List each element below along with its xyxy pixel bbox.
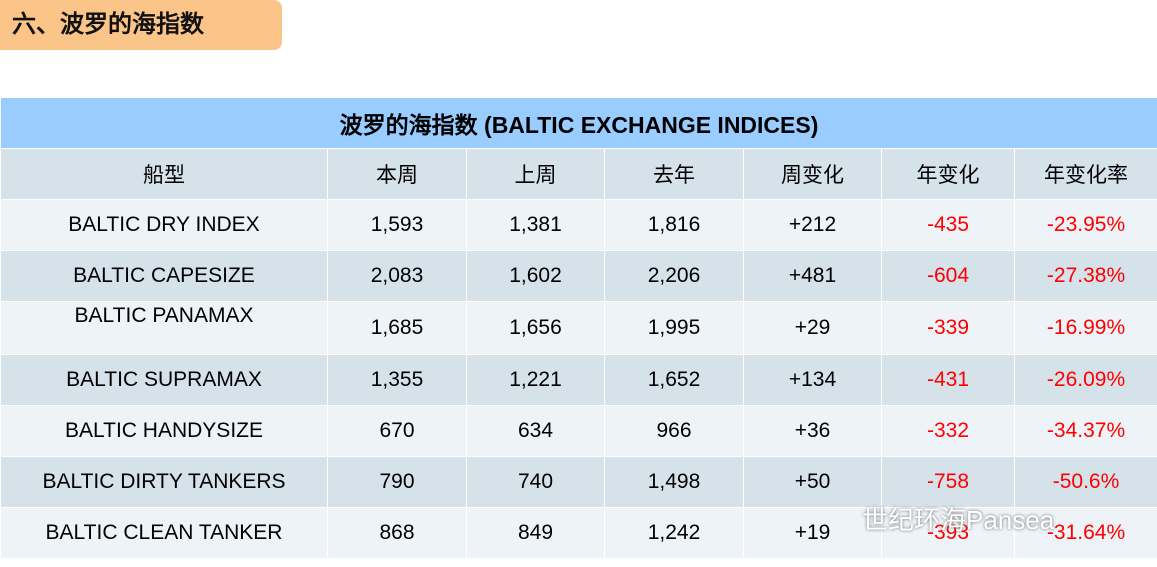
- table-cell: 1,221: [466, 354, 605, 406]
- header-row: 船型 本周 上周 去年 周变化 年变化 年变化率: [0, 148, 1157, 200]
- table-title: 波罗的海指数 (BALTIC EXCHANGE INDICES): [0, 97, 1157, 149]
- table-cell: BALTIC HANDYSIZE: [0, 405, 328, 457]
- table-cell: 1,593: [327, 199, 467, 251]
- table-cell: -34.37%: [1013, 405, 1157, 457]
- table-cell: +481: [743, 250, 882, 302]
- table-cell: 790: [327, 456, 467, 508]
- table-cell: +19: [743, 507, 882, 559]
- table-cell: -26.09%: [1013, 354, 1157, 406]
- table-cell: -31.64%: [1013, 507, 1157, 559]
- table-cell: 1,816: [604, 199, 744, 251]
- column-header: 船型: [0, 148, 328, 200]
- table-row: BALTIC SUPRAMAX 1,355 1,221 1,652 +134 -431 -2…: [0, 354, 1157, 406]
- table-row: BALTIC CAPESIZE 2,083 1,602 2,206 +481 -604 -2…: [0, 250, 1157, 302]
- table-cell: BALTIC DIRTY TANKERS: [0, 456, 328, 508]
- table-cell: 868: [327, 507, 467, 559]
- table-cell: +212: [743, 199, 882, 251]
- column-header: 年变化: [881, 148, 1015, 200]
- table-cell: +29: [743, 301, 882, 355]
- table-cell: -27.38%: [1013, 250, 1157, 302]
- table-cell: BALTIC SUPRAMAX: [0, 354, 328, 406]
- table-cell: 849: [466, 507, 605, 559]
- table-cell: 1,242: [604, 507, 744, 559]
- table-cell: BALTIC PANAMAX: [0, 301, 328, 355]
- table-cell: BALTIC DRY INDEX: [0, 199, 328, 251]
- watermark: 世纪环海Pansea: [862, 505, 1055, 535]
- table-cell: -758: [881, 456, 1015, 508]
- table-cell: 2,083: [327, 250, 467, 302]
- table-cell: 1,995: [604, 301, 744, 355]
- table-cell: 1,685: [327, 301, 467, 355]
- table-cell: -431: [881, 354, 1015, 406]
- table-cell: BALTIC CAPESIZE: [0, 250, 328, 302]
- table-cell: +134: [743, 354, 882, 406]
- table-cell: -604: [881, 250, 1015, 302]
- table-cell: 1,652: [604, 354, 744, 406]
- table-cell: 966: [604, 405, 744, 457]
- table-row: BALTIC CLEAN TANKER 868 849 1,242 +19 -393 -31…: [0, 507, 1157, 559]
- table-cell: -435: [881, 199, 1015, 251]
- table-cell: -339: [881, 301, 1015, 355]
- table-cell: 1,381: [466, 199, 605, 251]
- table-row: BALTIC PANAMAX 1,685 1,656 1,995 +29 -339 -16.…: [0, 301, 1157, 355]
- table-cell: +50: [743, 456, 882, 508]
- table-cell: +36: [743, 405, 882, 457]
- table-cell: -16.99%: [1013, 301, 1157, 355]
- indices-table: 波罗的海指数 (BALTIC EXCHANGE INDICES) 船型 本周 上周 去年…: [0, 97, 1157, 559]
- table-cell: 634: [466, 405, 605, 457]
- column-header: 周变化: [743, 148, 882, 200]
- table-cell: -393: [881, 507, 1015, 559]
- table-row: BALTIC HANDYSIZE 670 634 966 +36 -332 -34.37%: [0, 405, 1157, 457]
- column-header: 上周: [466, 148, 605, 200]
- table-cell: 1,602: [466, 250, 605, 302]
- column-header: 去年: [604, 148, 744, 200]
- table-cell: -50.6%: [1013, 456, 1157, 508]
- table-cell: 1,498: [604, 456, 744, 508]
- table-row: BALTIC DIRTY TANKERS 790 740 1,498 +50 -758 -5…: [0, 456, 1157, 508]
- table-row: BALTIC DRY INDEX 1,593 1,381 1,816 +212 -435-…: [0, 199, 1157, 251]
- column-header: 年变化率: [1013, 148, 1157, 200]
- table-cell: BALTIC CLEAN TANKER: [0, 507, 328, 559]
- table-cell: 740: [466, 456, 605, 508]
- table-cell: -332: [881, 405, 1015, 457]
- table-cell: 670: [327, 405, 467, 457]
- section-title: 六、波罗的海指数: [0, 0, 282, 50]
- column-header: 本周: [327, 148, 467, 200]
- table-cell: -23.95%: [1013, 199, 1157, 251]
- table-cell: 1,355: [327, 354, 467, 406]
- table-cell: 2,206: [604, 250, 744, 302]
- table-cell: 1,656: [466, 301, 605, 355]
